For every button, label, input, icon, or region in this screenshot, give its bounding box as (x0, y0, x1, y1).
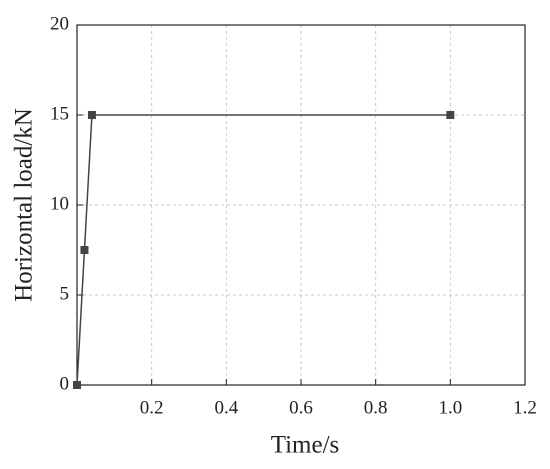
y-tick-label: 10 (50, 193, 69, 214)
data-marker (87, 111, 96, 119)
x-tick-label: 0.4 (214, 397, 238, 418)
x-tick-label: 0.8 (364, 397, 388, 418)
y-tick-label: 0 (60, 373, 70, 394)
data-marker (80, 246, 89, 254)
data-line (76, 114, 451, 386)
x-tick-label: 0.6 (289, 397, 313, 418)
y-axis-title: Horizontal load/kN (11, 108, 38, 302)
y-tick-label: 20 (50, 13, 69, 34)
y-tick-label: 15 (50, 103, 69, 124)
plot-frame (76, 24, 526, 386)
x-tick-label: 1.2 (513, 397, 537, 418)
x-tick-label: 0.2 (140, 397, 164, 418)
x-tick-label: 1.0 (438, 397, 462, 418)
data-marker (446, 111, 455, 119)
data-marker (73, 381, 81, 389)
x-axis-title: Time/s (271, 432, 340, 459)
y-tick-label: 5 (60, 283, 70, 304)
